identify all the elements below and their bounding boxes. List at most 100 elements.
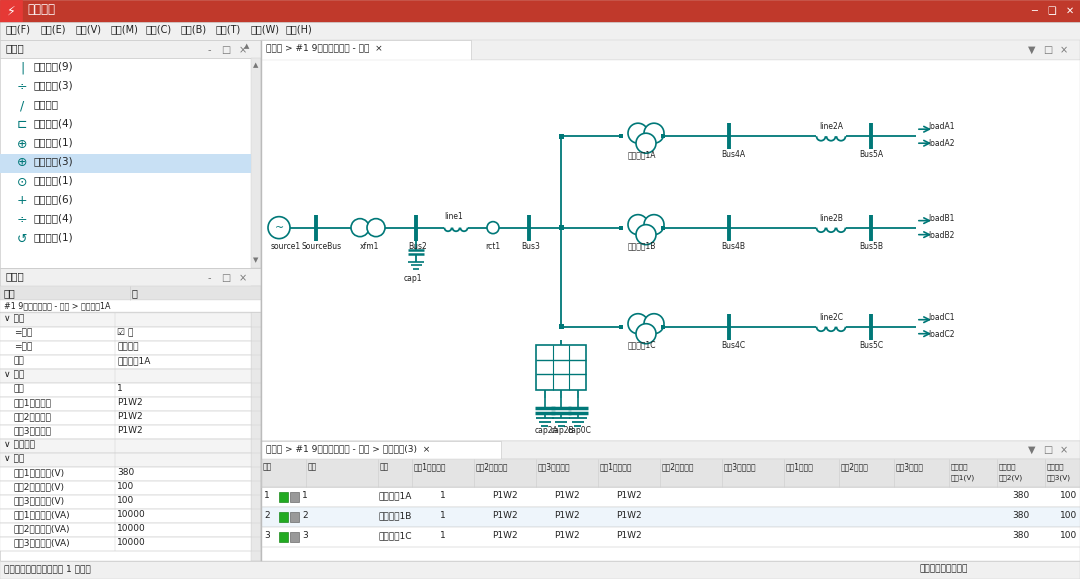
Text: ∨ 参数: ∨ 参数 — [4, 454, 24, 463]
Text: 10000: 10000 — [117, 510, 146, 519]
Bar — [0, 355, 251, 369]
Text: ▼: ▼ — [1028, 445, 1036, 455]
Text: 绕组2额定电压(V): 绕组2额定电压(V) — [14, 482, 65, 491]
Text: 380: 380 — [1012, 491, 1029, 500]
Text: ∨ 拓扑: ∨ 拓扑 — [4, 370, 24, 379]
Bar — [558, 134, 564, 139]
Bar — [661, 226, 665, 230]
Text: 计算(C): 计算(C) — [146, 24, 172, 34]
Bar — [661, 134, 665, 138]
Text: ÷: ÷ — [16, 80, 27, 93]
Text: 多相三变1C: 多相三变1C — [627, 340, 657, 350]
Text: 100: 100 — [117, 482, 134, 491]
Bar — [251, 58, 261, 268]
Bar — [619, 325, 623, 329]
Circle shape — [627, 314, 648, 334]
Text: 2: 2 — [302, 511, 308, 520]
Text: 绕组1外部连接: 绕组1外部连接 — [600, 463, 633, 471]
Text: ÷: ÷ — [16, 214, 27, 226]
Text: 多相电抗(1): 多相电抗(1) — [33, 232, 73, 242]
Text: 绕组3内部连接: 绕组3内部连接 — [14, 426, 52, 435]
Bar — [558, 324, 564, 329]
Text: P1W2: P1W2 — [554, 491, 580, 500]
Text: 相数: 相数 — [14, 384, 25, 393]
Text: 多相电容(4): 多相电容(4) — [33, 213, 73, 223]
Text: ▲: ▲ — [244, 43, 249, 49]
Circle shape — [627, 123, 648, 143]
Text: ∨ 潮流计算: ∨ 潮流计算 — [4, 440, 35, 449]
Bar — [1062, 1, 1078, 21]
Bar — [291, 492, 299, 502]
Text: =类型: =类型 — [14, 342, 32, 351]
Text: ▼: ▼ — [254, 257, 259, 263]
Text: +: + — [16, 195, 27, 207]
Text: 100: 100 — [117, 496, 134, 505]
Text: |: | — [19, 61, 24, 75]
Bar — [0, 439, 251, 453]
Text: 名称: 名称 — [308, 463, 318, 471]
Circle shape — [644, 215, 664, 234]
Text: ×: × — [239, 273, 247, 283]
Text: P1W2: P1W2 — [554, 531, 580, 540]
Text: ⊕: ⊕ — [17, 156, 27, 170]
Text: 额定电压: 额定电压 — [1047, 463, 1065, 470]
Circle shape — [268, 217, 291, 239]
Circle shape — [367, 219, 384, 237]
Bar — [261, 60, 1080, 441]
Text: 多相三变1A: 多相三变1A — [378, 491, 411, 500]
Text: Bus4A: Bus4A — [721, 150, 745, 159]
Text: 多相三变: 多相三变 — [117, 342, 138, 351]
Bar — [0, 268, 261, 286]
Bar — [261, 40, 1080, 60]
Text: 多相开关: 多相开关 — [33, 99, 59, 109]
Bar — [536, 345, 586, 390]
Text: 状态: 状态 — [264, 463, 272, 471]
Text: 1: 1 — [441, 491, 446, 500]
Text: P1W2: P1W2 — [117, 426, 143, 435]
Text: P1W2: P1W2 — [492, 531, 517, 540]
Text: 系统潮流计算成功，耗时 1 毫秒！: 系统潮流计算成功，耗时 1 毫秒！ — [4, 564, 91, 573]
Bar — [0, 0, 1080, 22]
Bar — [0, 537, 251, 551]
Text: 多相双变(1): 多相双变(1) — [33, 137, 73, 147]
Bar — [0, 154, 251, 173]
Text: 绕组1额定容量(VA): 绕组1额定容量(VA) — [14, 510, 70, 519]
Text: 绕组3外部连接: 绕组3外部连接 — [724, 463, 757, 471]
Text: source1: source1 — [271, 241, 301, 251]
Text: ─: ─ — [1031, 6, 1037, 16]
Text: 100: 100 — [1061, 491, 1078, 500]
Text: P1W2: P1W2 — [617, 511, 642, 520]
Text: 文件(F): 文件(F) — [6, 24, 31, 34]
Text: 绕组2(V): 绕组2(V) — [999, 474, 1023, 481]
Text: 绕组2内部连接: 绕组2内部连接 — [14, 412, 52, 421]
Text: □: □ — [221, 273, 231, 283]
Text: 多相三变(3): 多相三变(3) — [33, 156, 73, 166]
Text: ~: ~ — [274, 223, 284, 233]
Text: 编辑(E): 编辑(E) — [41, 24, 67, 34]
Bar — [0, 22, 1080, 40]
Text: 绕组3额定电压(V): 绕组3额定电压(V) — [14, 496, 65, 505]
Text: 名称: 名称 — [14, 356, 25, 365]
Text: 绕组2内部连接: 绕组2内部连接 — [476, 463, 509, 471]
Text: Bus5C: Bus5C — [859, 340, 883, 350]
Text: 多相三变1A: 多相三变1A — [117, 356, 150, 365]
Text: 3: 3 — [302, 531, 308, 540]
Text: 多相接地(3): 多相接地(3) — [33, 80, 73, 90]
Bar — [1044, 1, 1059, 21]
Text: Bus2: Bus2 — [408, 241, 427, 251]
Text: 10000: 10000 — [117, 524, 146, 533]
Text: ▼: ▼ — [1028, 45, 1036, 55]
Bar — [0, 40, 261, 58]
Text: 绕组1额定电压(V): 绕组1额定电压(V) — [14, 468, 65, 477]
Text: ×: × — [1059, 445, 1068, 455]
Bar — [619, 134, 623, 138]
Text: ☑ 是: ☑ 是 — [117, 328, 133, 337]
Text: 多相三变1A: 多相三变1A — [627, 150, 657, 159]
Text: 绕组1母线号: 绕组1母线号 — [786, 463, 814, 471]
Bar — [261, 441, 1080, 579]
Text: 报表(B): 报表(B) — [181, 24, 207, 34]
Bar — [261, 40, 1080, 579]
Text: 380: 380 — [1012, 511, 1029, 520]
Bar — [279, 512, 288, 522]
Circle shape — [636, 225, 656, 245]
